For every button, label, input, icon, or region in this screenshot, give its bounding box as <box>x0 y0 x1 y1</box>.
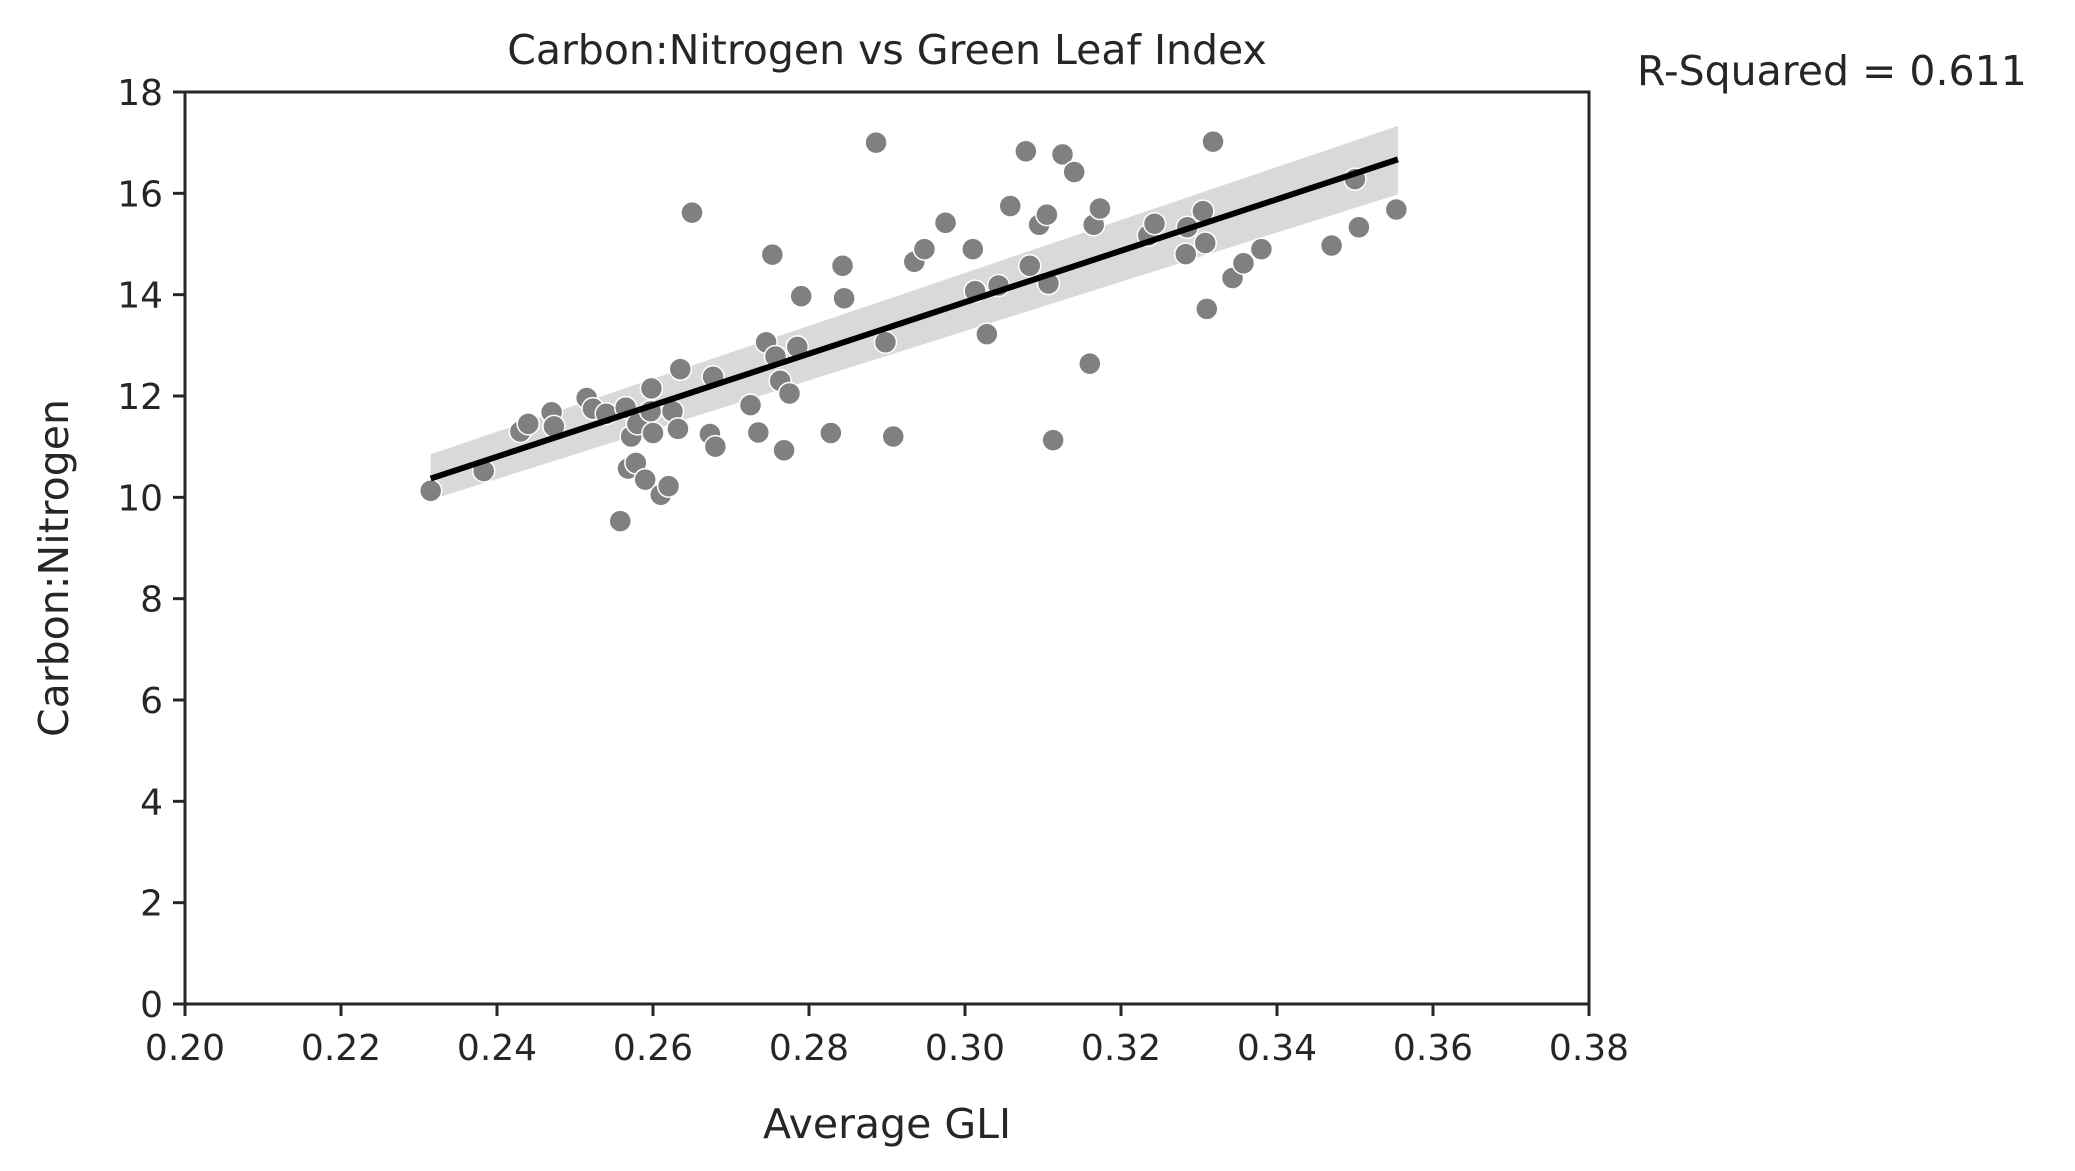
y-axis-label: Carbon:Nitrogen <box>30 399 78 737</box>
data-point <box>772 438 796 462</box>
data-point <box>1014 139 1038 164</box>
y-tick-label: 8 <box>140 580 163 621</box>
x-tick-label: 0.32 <box>1081 1028 1161 1069</box>
data-point <box>1231 251 1256 276</box>
y-tick-label: 14 <box>117 276 163 317</box>
data-point <box>746 420 771 445</box>
y-tick-label: 18 <box>117 73 163 114</box>
data-point <box>830 254 855 278</box>
x-axis-ticks: 0.20 0.22 0.24 0.26 0.28 0.30 0.32 0.34 0.36 0.38 <box>145 1004 1629 1069</box>
data-points-layer <box>418 129 1409 533</box>
data-point <box>933 210 958 235</box>
y-tick-label: 0 <box>140 985 163 1026</box>
data-point <box>975 322 999 346</box>
data-point <box>1384 197 1409 222</box>
data-point <box>639 376 664 401</box>
x-tick-label: 0.28 <box>769 1028 849 1069</box>
confidence-band <box>430 125 1398 500</box>
data-point <box>832 286 856 310</box>
plot-frame <box>183 90 1591 1006</box>
data-point <box>668 357 693 381</box>
data-point <box>1347 215 1371 240</box>
data-point <box>961 237 985 261</box>
data-point <box>1142 211 1167 236</box>
regression-line-layer <box>429 156 1399 482</box>
data-point <box>1195 297 1219 321</box>
data-point <box>777 381 802 406</box>
x-tick-label: 0.36 <box>1393 1028 1473 1069</box>
data-point <box>1050 142 1075 167</box>
y-tick-label: 2 <box>140 884 163 925</box>
data-point <box>1319 233 1344 258</box>
data-point <box>666 417 690 441</box>
data-point <box>680 200 704 225</box>
x-tick-label: 0.22 <box>301 1028 381 1069</box>
y-axis-ticks: 0 2 4 6 8 10 12 14 16 18 <box>117 73 185 1026</box>
data-point <box>998 194 1022 218</box>
confidence-band-layer <box>430 125 1398 500</box>
data-point <box>641 421 665 445</box>
data-point <box>703 434 728 459</box>
data-point <box>864 130 888 155</box>
data-point <box>1193 231 1217 255</box>
data-point <box>516 412 540 436</box>
data-point <box>1041 428 1065 452</box>
data-point <box>912 237 937 261</box>
data-point <box>1201 129 1225 154</box>
data-point <box>418 478 443 503</box>
data-point <box>760 242 785 267</box>
y-tick-label: 4 <box>140 782 163 823</box>
data-point <box>819 421 843 445</box>
data-point <box>1062 160 1086 184</box>
x-tick-label: 0.30 <box>925 1028 1005 1069</box>
x-tick-label: 0.38 <box>1549 1028 1629 1069</box>
y-tick-label: 10 <box>117 478 163 519</box>
data-point <box>1035 202 1059 227</box>
regression-line <box>429 156 1399 482</box>
data-point <box>873 330 898 355</box>
data-point <box>1017 254 1042 278</box>
x-tick-label: 0.34 <box>1237 1028 1317 1069</box>
data-point <box>789 284 813 308</box>
x-tick-label: 0.24 <box>457 1028 537 1069</box>
x-axis-label: Average GLI <box>763 1100 1011 1148</box>
data-point <box>656 474 681 498</box>
data-point <box>881 424 905 449</box>
data-point <box>1078 351 1102 376</box>
chart-title: Carbon:Nitrogen vs Green Leaf Index <box>507 26 1267 74</box>
data-point <box>608 509 632 533</box>
data-point <box>1249 237 1274 261</box>
y-tick-label: 12 <box>117 377 163 418</box>
r-squared-annotation: R-Squared = 0.611 <box>1637 47 2027 95</box>
x-tick-label: 0.26 <box>613 1028 693 1069</box>
y-tick-label: 6 <box>140 681 163 722</box>
data-point <box>1173 242 1198 266</box>
data-point <box>1088 196 1112 221</box>
y-tick-label: 16 <box>117 174 163 215</box>
data-point <box>633 467 657 492</box>
data-point <box>738 393 763 417</box>
x-tick-label: 0.20 <box>145 1028 225 1069</box>
